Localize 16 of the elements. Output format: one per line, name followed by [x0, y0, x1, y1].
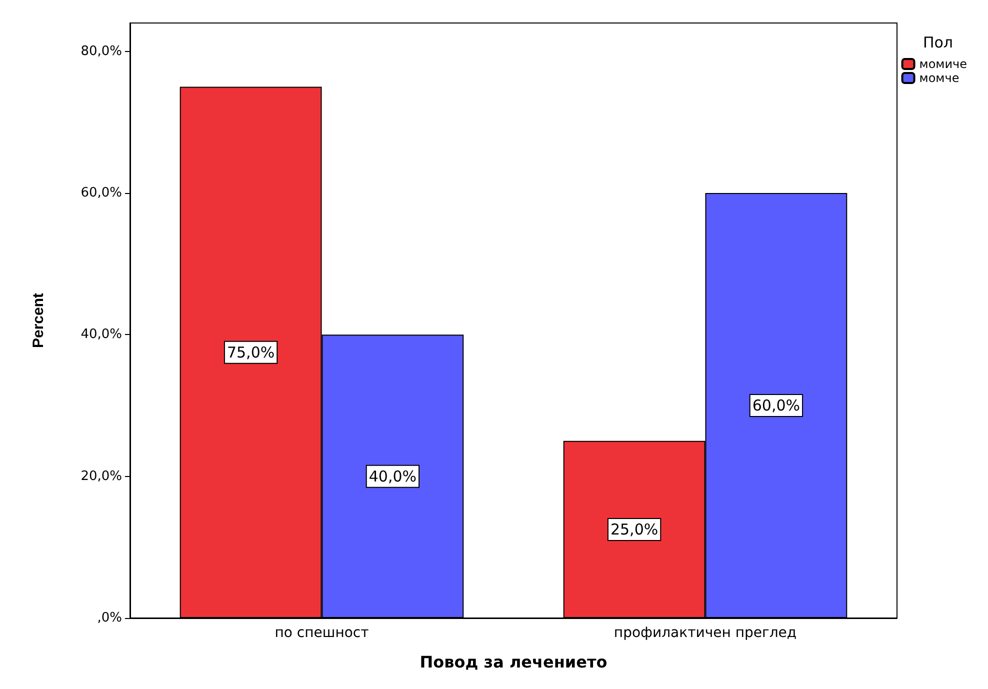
y-tick-label: 60,0%	[80, 186, 122, 200]
x-tick-label: по спешност	[274, 625, 369, 641]
legend-title: Пол	[922, 34, 954, 52]
y-tick-label: 80,0%	[80, 44, 122, 59]
legend-label: момче	[919, 71, 960, 85]
y-axis-title: Percent	[30, 292, 47, 348]
y-tick-label: 20,0%	[80, 468, 122, 484]
x-tick-label: профилактичен преглед	[614, 625, 797, 641]
y-tick-label: 40,0%	[80, 327, 122, 342]
data-label: 25,0%	[610, 520, 658, 538]
x-axis-title: Повод за лечението	[420, 652, 608, 672]
data-label: 60,0%	[752, 396, 800, 414]
data-label: 40,0%	[368, 467, 417, 486]
legend-label: момиче	[919, 57, 967, 71]
data-label: 75,0%	[226, 343, 275, 362]
y-tick-label: ,0%	[97, 610, 122, 626]
